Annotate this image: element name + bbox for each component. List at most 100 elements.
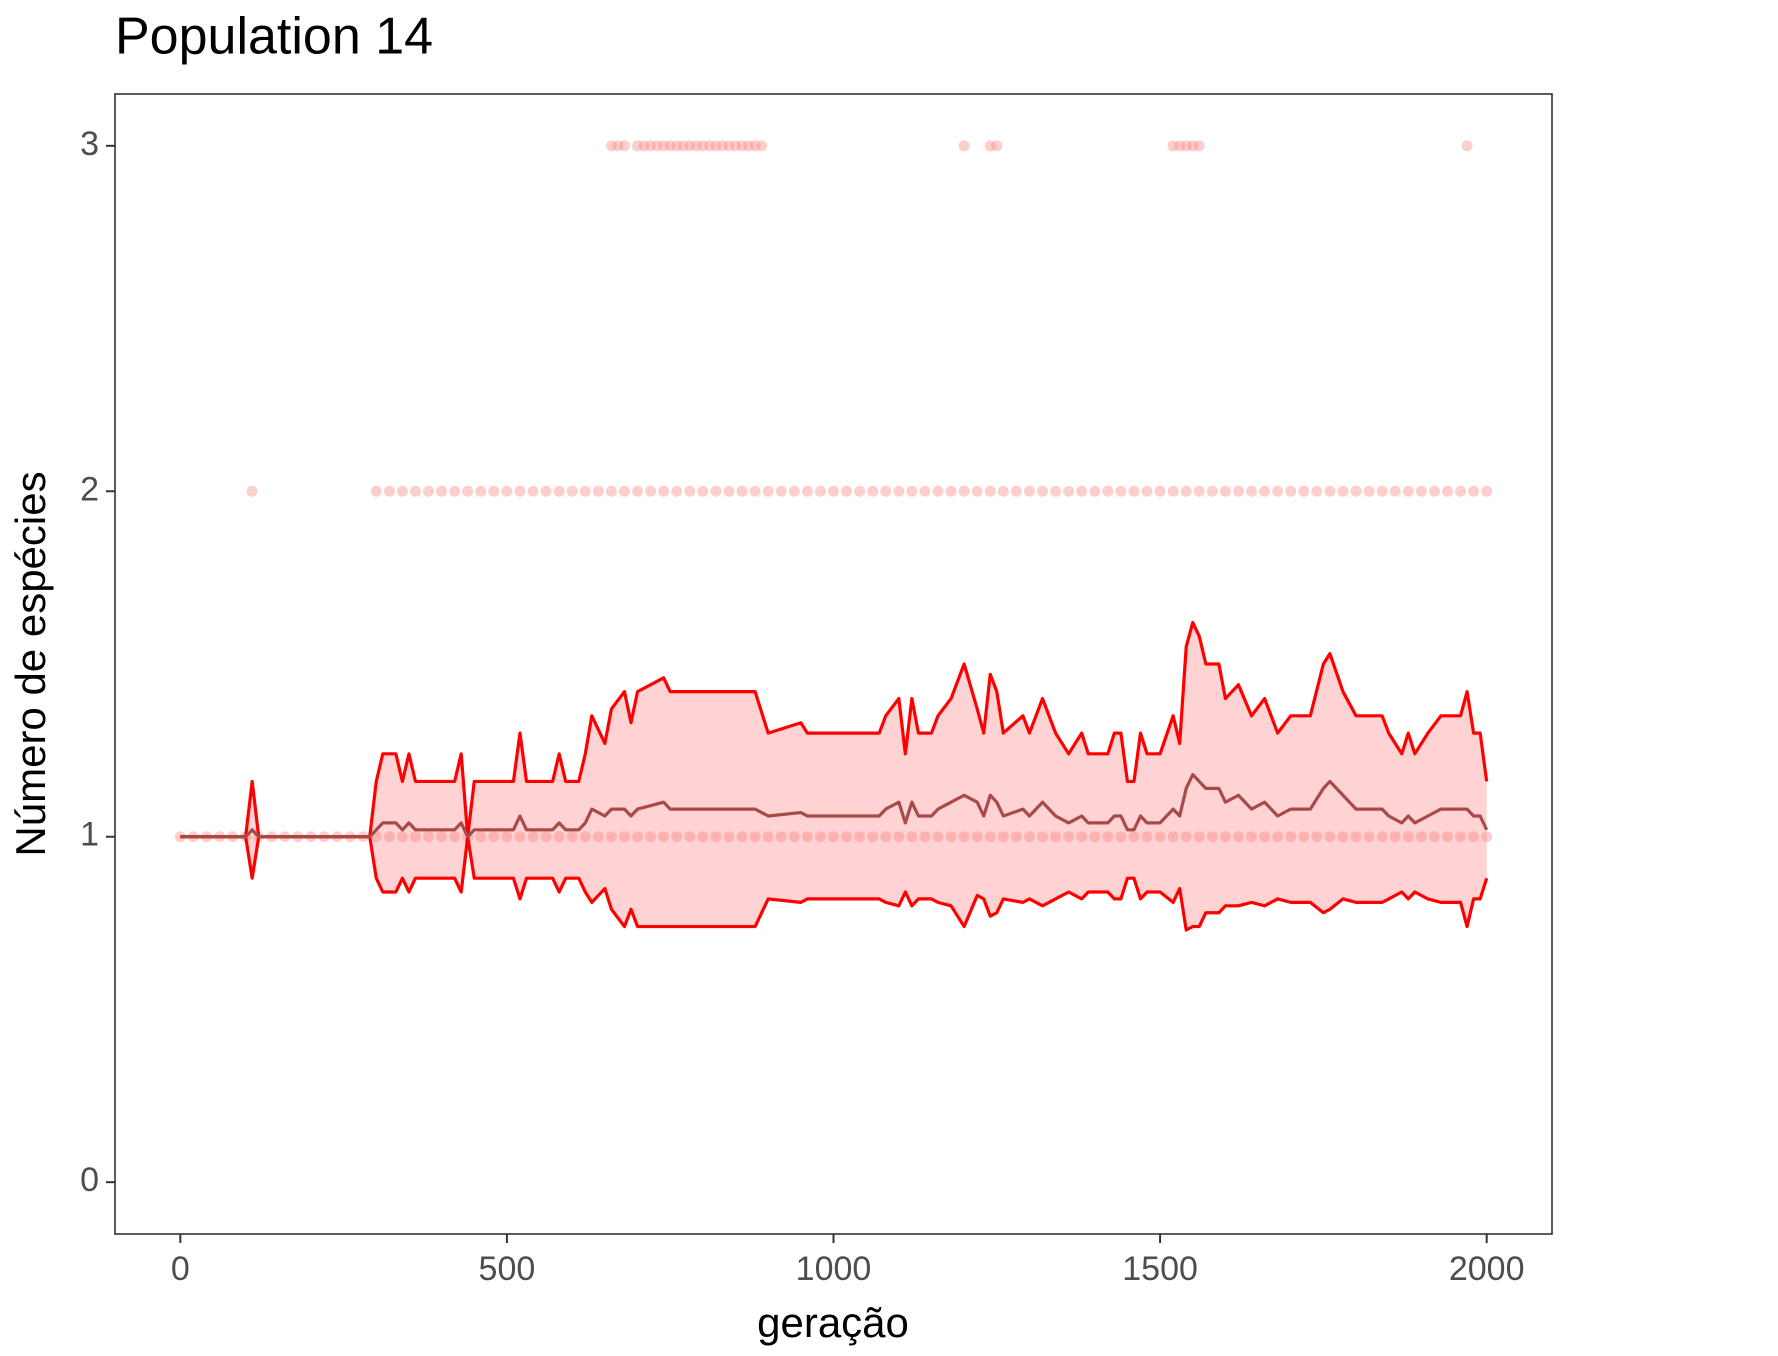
- point: [684, 140, 696, 152]
- point: [762, 831, 774, 843]
- y-tick-label: 1: [80, 816, 99, 854]
- point: [383, 485, 395, 497]
- point: [710, 831, 722, 843]
- point: [1389, 831, 1401, 843]
- point: [1415, 485, 1427, 497]
- point: [1246, 831, 1258, 843]
- point: [984, 831, 996, 843]
- point: [1350, 831, 1362, 843]
- point: [710, 485, 722, 497]
- point: [932, 831, 944, 843]
- point: [723, 485, 735, 497]
- x-tick-label: 0: [171, 1250, 190, 1288]
- series-line: [180, 620, 1489, 839]
- point: [423, 831, 435, 843]
- chart-title: Population 14: [115, 8, 433, 66]
- point: [1206, 485, 1218, 497]
- point: [906, 485, 918, 497]
- y-tick-label: 3: [80, 125, 99, 163]
- point: [1023, 831, 1035, 843]
- point: [475, 485, 487, 497]
- point: [788, 831, 800, 843]
- point: [723, 140, 735, 152]
- point: [1023, 485, 1035, 497]
- point: [1402, 485, 1414, 497]
- point: [775, 831, 787, 843]
- point: [736, 485, 748, 497]
- point: [893, 485, 905, 497]
- point: [540, 485, 552, 497]
- point: [1193, 485, 1205, 497]
- point: [1441, 831, 1453, 843]
- point: [730, 140, 742, 152]
- point: [1298, 831, 1310, 843]
- point: [632, 140, 644, 152]
- point: [671, 140, 683, 152]
- point: [1232, 485, 1244, 497]
- point: [1141, 831, 1153, 843]
- point: [1102, 831, 1114, 843]
- point: [1187, 140, 1199, 152]
- point: [383, 831, 395, 843]
- point: [645, 831, 657, 843]
- point: [527, 485, 539, 497]
- point: [1128, 831, 1140, 843]
- point: [618, 140, 630, 152]
- point: [566, 831, 578, 843]
- point: [756, 140, 768, 152]
- point: [1376, 485, 1388, 497]
- point: [1180, 485, 1192, 497]
- point: [1219, 485, 1231, 497]
- point: [632, 485, 644, 497]
- point: [645, 140, 657, 152]
- point: [1324, 831, 1336, 843]
- point: [1174, 140, 1186, 152]
- point: [1441, 485, 1453, 497]
- point: [932, 485, 944, 497]
- point: [605, 140, 617, 152]
- point: [1010, 831, 1022, 843]
- point: [749, 140, 761, 152]
- point: [906, 831, 918, 843]
- point: [854, 831, 866, 843]
- point: [605, 485, 617, 497]
- point: [527, 831, 539, 843]
- point: [462, 485, 474, 497]
- point: [1037, 485, 1049, 497]
- point: [1167, 140, 1179, 152]
- point: [697, 831, 709, 843]
- point: [1337, 831, 1349, 843]
- point: [775, 485, 787, 497]
- point: [651, 140, 663, 152]
- point: [618, 831, 630, 843]
- point: [1461, 140, 1473, 152]
- point: [475, 831, 487, 843]
- point: [553, 831, 565, 843]
- x-axis-label: geração: [757, 1299, 909, 1346]
- point: [1076, 485, 1088, 497]
- point: [449, 831, 461, 843]
- point: [553, 485, 565, 497]
- point: [841, 485, 853, 497]
- point: [1141, 485, 1153, 497]
- point: [1311, 485, 1323, 497]
- point: [658, 831, 670, 843]
- point: [716, 140, 728, 152]
- point: [749, 831, 761, 843]
- point: [677, 140, 689, 152]
- point: [1180, 140, 1192, 152]
- point: [1167, 485, 1179, 497]
- point: [1115, 485, 1127, 497]
- point: [409, 831, 421, 843]
- point: [828, 485, 839, 497]
- point: [436, 831, 448, 843]
- point: [893, 831, 905, 843]
- point: [958, 485, 970, 497]
- point: [436, 485, 448, 497]
- point: [1232, 831, 1244, 843]
- point: [1324, 485, 1336, 497]
- point: [703, 140, 715, 152]
- point: [1468, 485, 1480, 497]
- point: [246, 485, 258, 497]
